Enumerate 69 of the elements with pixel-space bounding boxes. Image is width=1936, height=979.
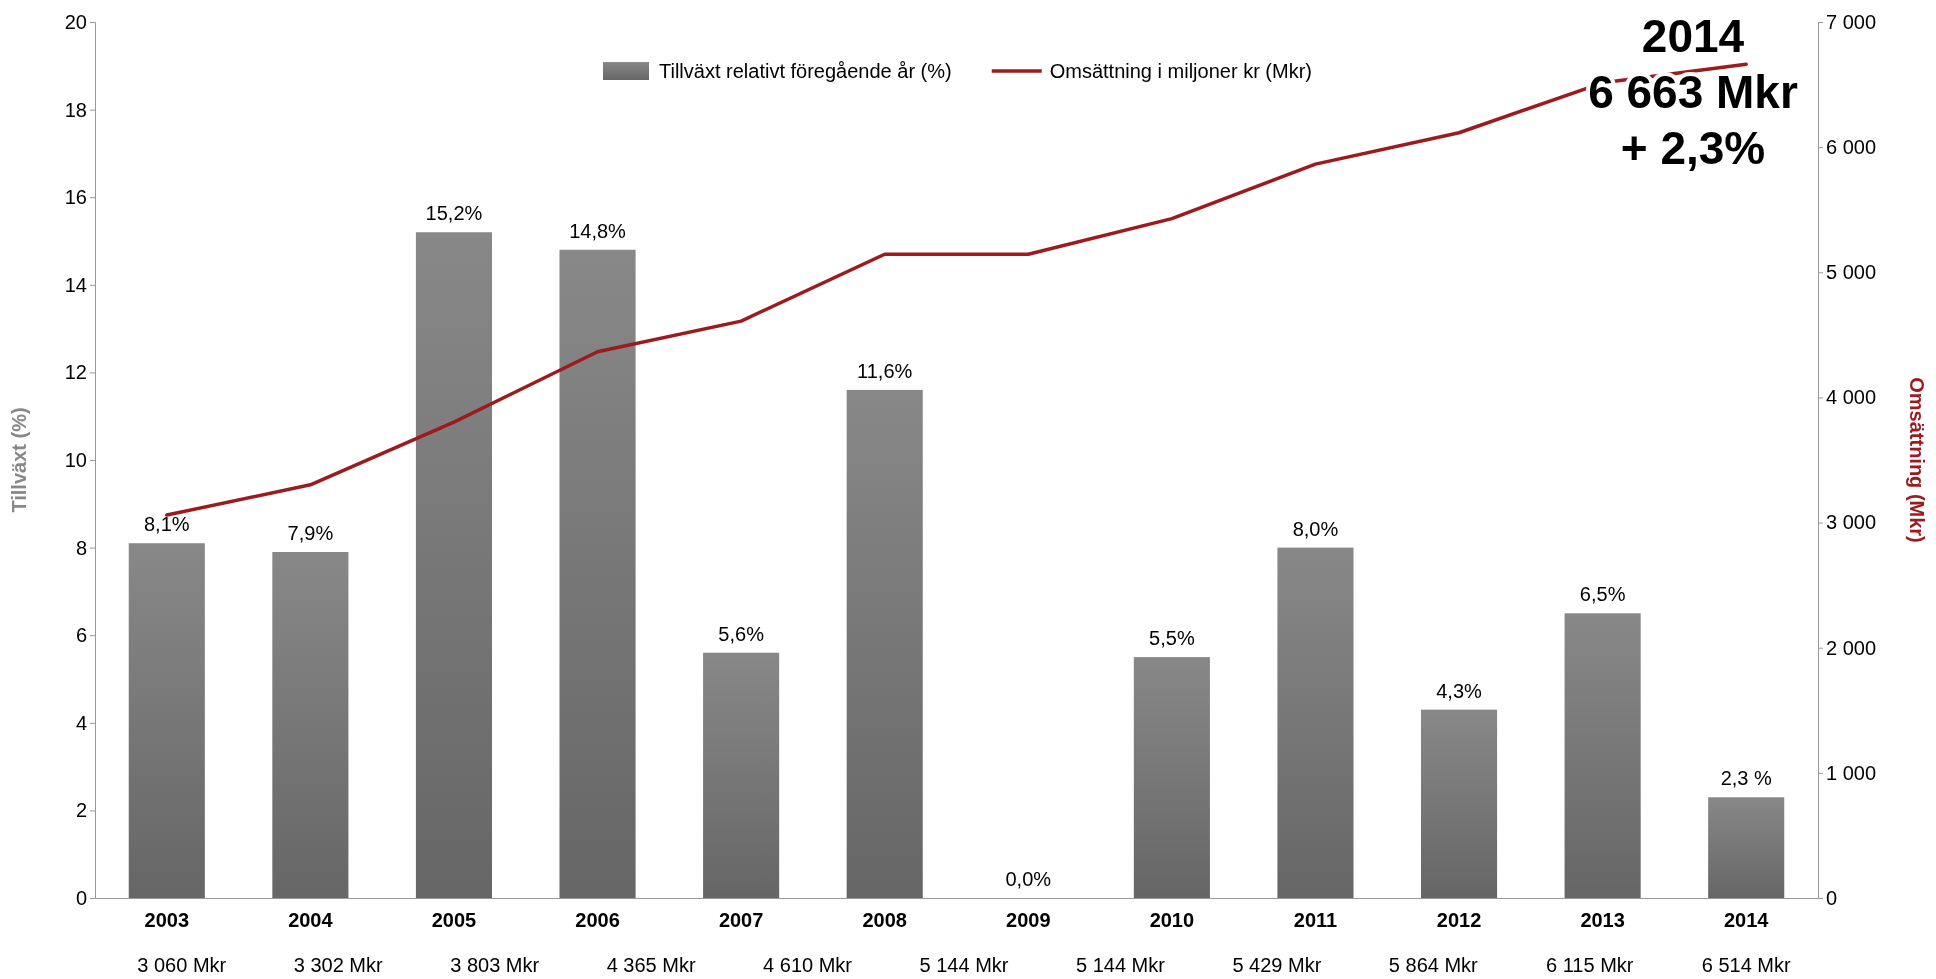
data-label: 5,6% [718, 622, 765, 645]
x-tick-label: 2011 [1293, 909, 1338, 931]
y2-tick-label: 4 000 [1826, 386, 1877, 409]
data-label: 5,5% [1149, 627, 1195, 650]
data-label: 7,9% [287, 521, 334, 544]
bar [272, 551, 349, 898]
bar [846, 389, 923, 898]
y-tick-label: 4 [75, 711, 87, 734]
y-tick-label: 0 [75, 886, 87, 909]
y2-tick-label: 1 000 [1826, 761, 1877, 784]
data-label: 8,0% [1292, 517, 1339, 540]
y-tick-label: 16 [64, 186, 87, 209]
x-tick-label: 2003 [144, 909, 190, 931]
text: 6 115 Mkr [1546, 954, 1634, 976]
bar [1708, 797, 1785, 898]
data-label: 11,6% [857, 359, 913, 382]
y-tick-label: 6 [75, 624, 87, 647]
legend-label: Tillväxt relativt föregående år (%) [659, 60, 952, 82]
x-tick-label: 2014 [1723, 909, 1770, 931]
y-tick-label: 18 [64, 98, 87, 121]
data-label: 8,1% [143, 513, 190, 536]
text: 6 514 Mkr [1701, 954, 1792, 976]
bar [1133, 657, 1210, 898]
text: 3 803 Mkr [450, 954, 540, 976]
y-tick-label: 8 [75, 536, 87, 559]
bar [1420, 709, 1498, 898]
y-tick-label: 20 [64, 10, 87, 33]
y2-tick-label: 2 000 [1826, 636, 1877, 659]
y-tick-label: 14 [64, 273, 87, 296]
data-label: 15,2% [425, 202, 483, 225]
text: 4 365 Mkr [606, 954, 696, 976]
data-label: 4,3% [1436, 679, 1483, 702]
legend-label: Omsättning i miljoner kr (Mkr) [1049, 60, 1312, 82]
text: 3 302 Mkr [293, 954, 384, 976]
x-tick-label: 2007 [718, 909, 764, 931]
text: 5 144 Mkr [1075, 954, 1166, 976]
x-tick-label: 2010 [1149, 909, 1195, 931]
x-tick-label: 2013 [1580, 909, 1625, 931]
data-label: 6,5% [1579, 583, 1626, 606]
y2-tick-label: 3 000 [1826, 511, 1877, 534]
y2-tick-label: 7 000 [1826, 10, 1877, 33]
y-tick-label: 12 [64, 361, 87, 384]
data-label: 0,0% [1005, 868, 1052, 890]
data-label: 14,8% [569, 219, 627, 242]
y-axis-title: Tillväxt (%) [8, 407, 30, 513]
y-tick-label: 10 [64, 448, 87, 471]
bar [1277, 547, 1354, 898]
x-tick-label: 2004 [288, 909, 334, 931]
text: 3 060 Mkr [137, 954, 227, 976]
y2-tick-label: 5 000 [1826, 261, 1877, 284]
data-label: 2,3 % [1720, 767, 1772, 790]
text: 5 144 Mkr [919, 954, 1009, 976]
text: 5 429 Mkr [1232, 954, 1322, 976]
bar [703, 652, 780, 898]
bar [128, 543, 205, 898]
y2-tick-label: 6 000 [1826, 136, 1877, 159]
y2-tick-label: 0 [1826, 886, 1838, 909]
bar [559, 249, 636, 898]
text: 4 610 Mkr [763, 954, 853, 976]
x-tick-label: 2006 [575, 909, 620, 931]
x-tick-label: 2008 [862, 909, 907, 931]
x-tick-label: 2012 [1436, 909, 1482, 931]
text: 5 864 Mkr [1388, 954, 1479, 976]
bar [415, 232, 493, 898]
y2-axis-title: Omsättning (Mkr) [1906, 377, 1928, 543]
y-tick-label: 2 [75, 799, 87, 822]
bar [1564, 613, 1641, 898]
x-tick-label: 2009 [1006, 909, 1051, 931]
x-tick-label: 2005 [431, 909, 477, 931]
